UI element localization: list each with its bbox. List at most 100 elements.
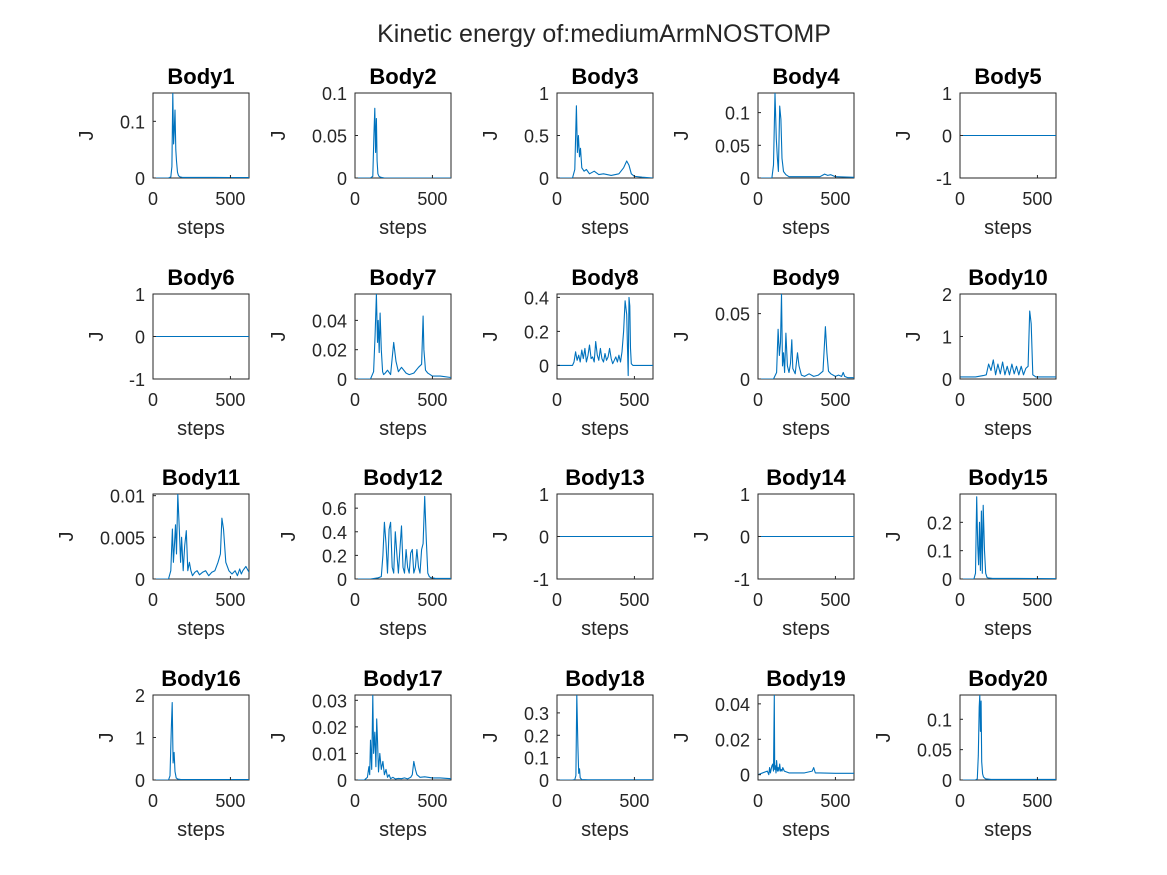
x-tick-label: 500 [417,590,447,610]
y-tick-label: 0.05 [917,741,952,761]
y-tick-label: 0.6 [322,499,347,519]
x-tick-label: 500 [619,590,649,610]
y-axis-label: J [480,332,502,342]
y-axis-label: J [671,332,693,342]
y-tick-label: 2 [135,686,145,706]
y-tick-label: 1 [740,485,750,505]
subplot-title: Body4 [772,64,840,89]
y-axis-label: J [268,131,290,141]
x-axis-label: steps [581,418,629,440]
subplot-15: 0 500 0 0.1 0.2 Body15 steps J [883,465,1057,640]
y-tick-label: 0 [740,766,750,786]
subplot-title: Body19 [766,666,845,691]
y-tick-label: 0.1 [927,710,952,730]
x-axis-label: steps [984,819,1032,841]
subplot-title: Body12 [363,465,442,490]
y-tick-label: 0.1 [120,112,145,132]
plot-frame [556,694,654,781]
y-tick-label: 0 [740,370,750,390]
series-line [355,495,451,579]
y-tick-label: 0 [539,771,549,791]
y-axis-label: J [883,532,905,542]
x-tick-label: 0 [753,189,763,209]
plot-frame [556,92,654,179]
x-axis-label: steps [177,217,225,239]
series-line [557,296,653,377]
x-tick-label: 0 [552,189,562,209]
y-tick-label: 0 [135,328,145,348]
x-axis-label: steps [984,217,1032,239]
y-tick-label: 0.3 [524,704,549,724]
y-axis-label: J [893,131,915,141]
y-tick-label: 0.04 [715,695,750,715]
subplot-9: 0 500 0 0.05 Body9 steps J [671,265,855,440]
y-tick-label: 0 [135,570,145,590]
y-axis-label: J [278,532,300,542]
plot-frame [757,293,855,380]
y-axis-label: J [480,733,502,743]
subplot-title: Body13 [565,465,644,490]
y-tick-label: 0 [740,169,750,189]
subplot-title: Body16 [161,666,240,691]
y-tick-label: 0.01 [312,744,347,764]
y-tick-label: 0 [942,370,952,390]
y-tick-label: 0.1 [524,749,549,769]
subplot-title: Body17 [363,666,442,691]
y-axis-label: J [671,733,693,743]
x-axis-label: steps [782,418,830,440]
x-tick-label: 500 [417,189,447,209]
x-tick-label: 500 [417,791,447,811]
series-line [355,107,451,178]
subplot-title: Body1 [167,64,234,89]
subplot-10: 0 500 0 1 2 Body10 steps J [903,265,1057,440]
x-tick-label: 0 [350,390,360,410]
y-tick-label: 1 [539,485,549,505]
y-axis-label: J [268,733,290,743]
subplot-title: Body5 [974,64,1041,89]
plot-frame [152,694,250,781]
x-tick-label: 500 [215,390,245,410]
plot-frame [354,293,452,380]
x-axis-label: steps [379,418,427,440]
x-axis-label: steps [782,217,830,239]
y-axis-label: J [76,131,98,141]
x-tick-label: 500 [215,590,245,610]
subplot-20: 0 500 0 0.05 0.1 Body20 steps J [873,666,1057,841]
x-tick-label: 500 [1022,189,1052,209]
x-tick-label: 0 [955,189,965,209]
y-tick-label: 0.4 [322,523,347,543]
x-axis-label: steps [984,418,1032,440]
subplot-title: Body6 [167,265,234,290]
x-tick-label: 0 [148,390,158,410]
figure-title: Kinetic energy of:mediumArmNOSTOMP [377,20,831,48]
y-axis-label: J [96,733,118,743]
subplot-1: 0 500 0 0.1 Body1 steps J [76,64,250,239]
y-tick-label: 0 [539,528,549,548]
y-tick-label: 0.2 [927,513,952,533]
x-tick-label: 500 [619,390,649,410]
y-tick-label: 0.4 [524,288,549,308]
x-tick-label: 0 [552,791,562,811]
subplot-2: 0 500 0 0.05 0.1 Body2 steps J [268,64,452,239]
y-axis-label: J [480,131,502,141]
x-axis-label: steps [379,618,427,640]
x-axis-label: steps [379,819,427,841]
plot-frame [757,694,855,781]
y-tick-label: 1 [135,285,145,305]
subplot-title: Body9 [772,265,839,290]
x-tick-label: 0 [350,791,360,811]
subplot-4: 0 500 0 0.05 0.1 Body4 steps J [671,64,855,239]
x-tick-label: 0 [552,390,562,410]
y-tick-label: 0 [135,771,145,791]
y-tick-label: 0.1 [927,542,952,562]
subplot-title: Body14 [766,465,846,490]
y-tick-label: -1 [129,370,145,390]
y-tick-label: 2 [942,285,952,305]
series-line [557,695,653,780]
x-axis-label: steps [581,217,629,239]
x-axis-label: steps [177,819,225,841]
x-tick-label: 500 [1022,590,1052,610]
plot-frame [354,694,452,781]
series-line [960,310,1056,378]
